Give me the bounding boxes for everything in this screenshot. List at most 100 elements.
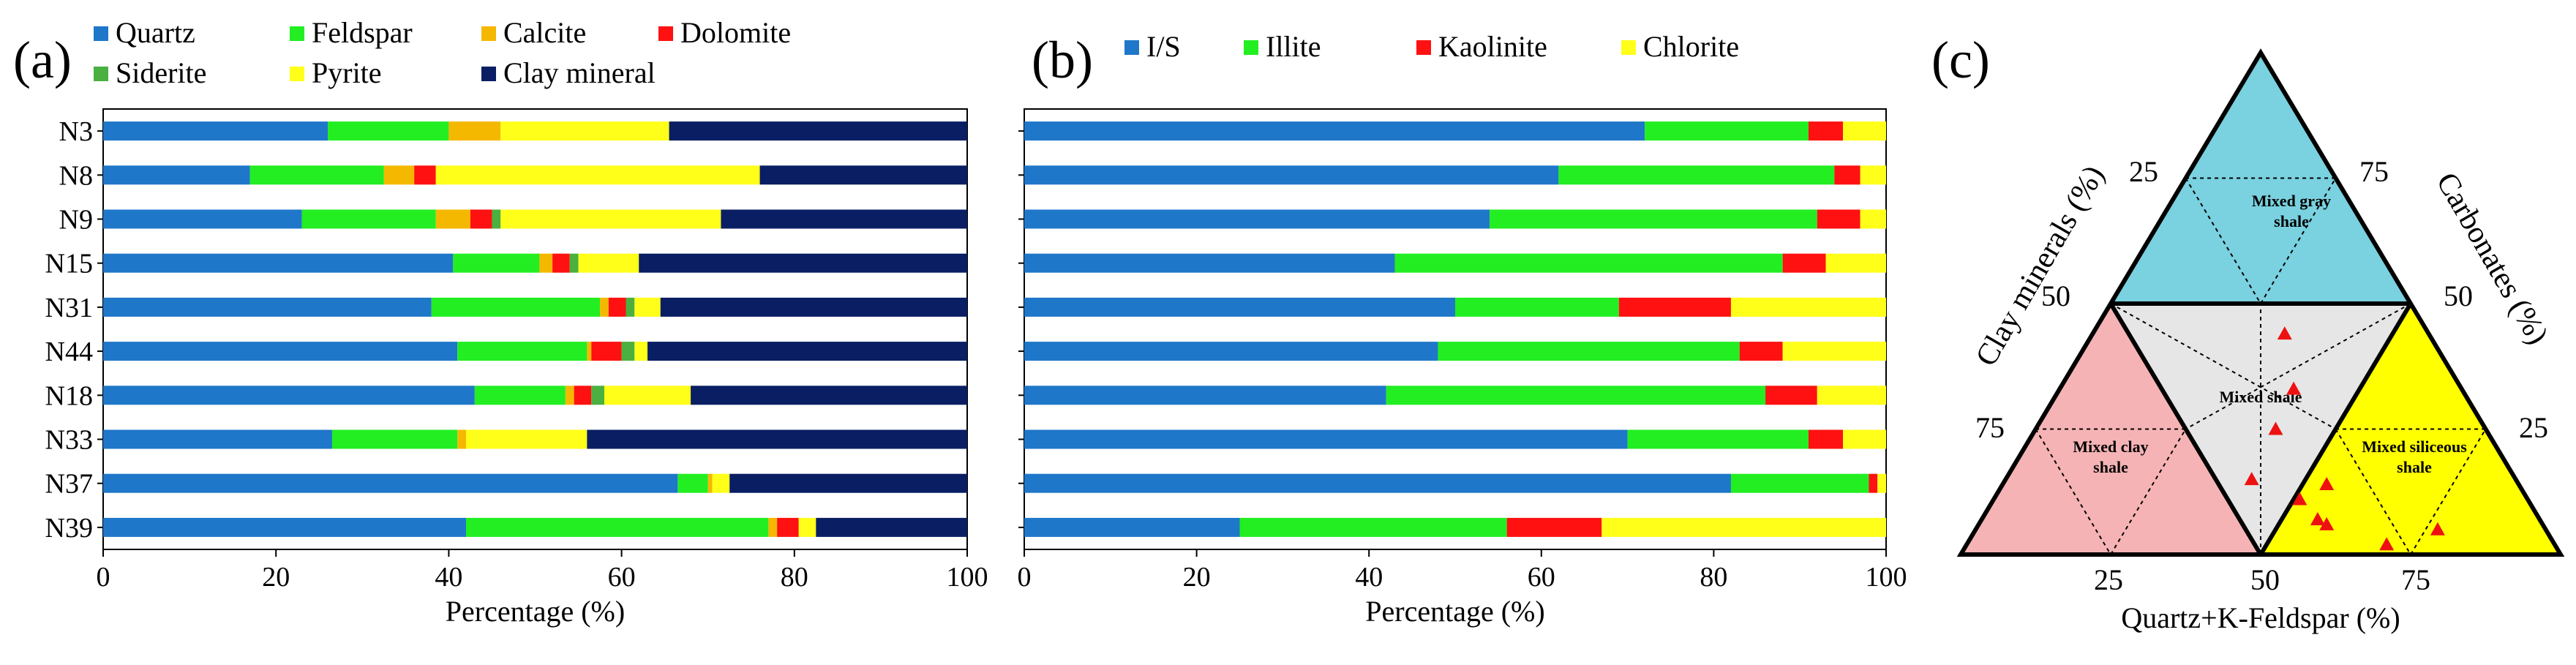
legend-swatch-chlorite — [1621, 40, 1636, 55]
legend-swatch-kaolinite — [1416, 40, 1431, 55]
bar-feldspar-n33 — [331, 429, 458, 449]
bar-clay-mineral-n37 — [729, 473, 967, 493]
legend-swatch-clay-mineral — [481, 67, 496, 81]
bar-clay-mineral-n8 — [759, 165, 967, 185]
bar-feldspar-n31 — [431, 297, 601, 317]
panel-c-ternary: Mixed gray shale Mixed shale Mixed clay shal… — [1956, 48, 2565, 634]
panel-c-label: (c) — [1931, 31, 1990, 89]
x-tick-label: 0 — [1018, 562, 1032, 593]
region-label-mixed-clay-shale-line2: shale — [2093, 458, 2128, 476]
bar-pyrite-n44 — [634, 342, 648, 361]
category-label-n18: N18 — [45, 380, 93, 411]
bar-kaolinite-n33 — [1808, 429, 1844, 449]
bar-chlorite-n15 — [1825, 253, 1886, 273]
bar-chlorite-n39 — [1601, 517, 1886, 537]
bar-chlorite-n9 — [1860, 209, 1886, 229]
data-point-n15 — [2292, 492, 2307, 506]
bar-i-s-n3 — [1024, 121, 1645, 141]
category-label-n3: N3 — [59, 116, 93, 147]
bar-i-s-n15 — [1024, 253, 1395, 273]
dashed-subdivision — [2110, 303, 2336, 430]
bar-i-s-n33 — [1024, 429, 1628, 449]
ternary-outline — [1956, 48, 2565, 557]
region-label-mixed-siliceous-shale-line1: Mixed siliceous — [2362, 437, 2467, 456]
bar-illite-n31 — [1455, 297, 1619, 317]
category-label-n9: N9 — [59, 205, 93, 236]
category-label-n39: N39 — [45, 513, 93, 544]
bar-kaolinite-n44 — [1739, 342, 1783, 361]
boundary-50 — [2258, 302, 2413, 556]
x-tick-label: 20 — [1183, 562, 1211, 593]
bar-kaolinite-n37 — [1869, 473, 1878, 493]
category-label-n33: N33 — [45, 425, 93, 456]
bar-i-s-n39 — [1024, 517, 1240, 537]
x-tick-label: 80 — [1700, 562, 1727, 593]
bar-clay-mineral-n39 — [816, 517, 967, 537]
bar-chlorite-n3 — [1843, 121, 1886, 141]
bar-chlorite-n33 — [1843, 429, 1886, 449]
bar-siderite-n15 — [569, 253, 579, 273]
legend-label-i-s: I/S — [1146, 30, 1181, 63]
legend-label-chlorite: Chlorite — [1643, 30, 1739, 63]
category-label-n44: N44 — [45, 337, 93, 367]
data-point-n31 — [2319, 516, 2335, 530]
bar-siderite-n31 — [626, 297, 635, 317]
bar-clay-mineral-n31 — [660, 297, 967, 317]
bar-clay-mineral-n33 — [587, 429, 967, 449]
bar-chlorite-n44 — [1782, 342, 1886, 361]
bar-illite-n3 — [1645, 121, 1809, 141]
bar-kaolinite-n3 — [1808, 121, 1844, 141]
legend-label-dolomite: Dolomite — [680, 16, 791, 49]
bar-kaolinite-n39 — [1506, 517, 1602, 537]
legend-label-clay-mineral: Clay mineral — [503, 56, 656, 89]
bar-calcite-n8 — [383, 165, 415, 185]
bar-quartz-n9 — [103, 209, 302, 229]
bar-feldspar-n3 — [328, 121, 449, 141]
dashed-subdivision — [2034, 428, 2188, 556]
bar-kaolinite-n15 — [1782, 253, 1826, 273]
legend-swatch-dolomite — [658, 26, 673, 41]
x-tick-label: 40 — [435, 562, 462, 593]
bar-chlorite-n31 — [1730, 297, 1886, 317]
bar-quartz-n8 — [103, 165, 250, 185]
bottom-axis-title: Quartz+K-Feldspar (%) — [2121, 601, 2400, 634]
bar-calcite-n18 — [565, 386, 574, 405]
bar-quartz-n44 — [103, 342, 458, 361]
legend-swatch-calcite — [481, 26, 496, 41]
right-tick-50: 50 — [2444, 279, 2473, 312]
bar-kaolinite-n8 — [1834, 165, 1860, 185]
category-label-n8: N8 — [59, 160, 93, 191]
x-tick-label: 40 — [1355, 562, 1383, 593]
bar-illite-n8 — [1558, 165, 1835, 185]
bar-feldspar-n37 — [677, 473, 708, 493]
region-label-mixed-clay-shale-line1: Mixed clay — [2073, 437, 2148, 456]
x-tick-label: 100 — [1866, 562, 1907, 593]
bar-quartz-n31 — [103, 297, 432, 317]
bar-feldspar-n39 — [466, 517, 769, 537]
left-tick-75: 75 — [1975, 411, 2005, 444]
bottom-tick-50: 50 — [2250, 563, 2280, 596]
legend-label-pyrite: Pyrite — [312, 56, 382, 89]
data-point-n39 — [2430, 522, 2445, 536]
bar-siderite-n9 — [492, 209, 501, 229]
left-tick-25: 25 — [2129, 155, 2158, 188]
legend-label-quartz: Quartz — [116, 16, 195, 49]
x-tick-label: 60 — [1528, 562, 1555, 593]
bar-pyrite-n31 — [634, 297, 661, 317]
region-label-mixed-siliceous-shale-line2: shale — [2397, 458, 2432, 476]
panel-a-label: (a) — [13, 31, 72, 89]
bar-calcite-n39 — [768, 517, 778, 537]
bar-illite-n9 — [1490, 209, 1817, 229]
bar-siderite-n44 — [621, 342, 635, 361]
bar-calcite-n33 — [457, 429, 467, 449]
legend-swatch-pyrite — [290, 67, 304, 81]
bar-calcite-n31 — [600, 297, 609, 317]
plot-frame — [1024, 108, 1887, 550]
legend-swatch-feldspar — [290, 26, 304, 41]
category-label-n15: N15 — [45, 249, 93, 279]
bar-pyrite-n39 — [798, 517, 816, 537]
x-tick-label: 0 — [97, 562, 110, 593]
bar-calcite-n37 — [707, 473, 713, 493]
data-point-n33 — [2244, 472, 2259, 486]
